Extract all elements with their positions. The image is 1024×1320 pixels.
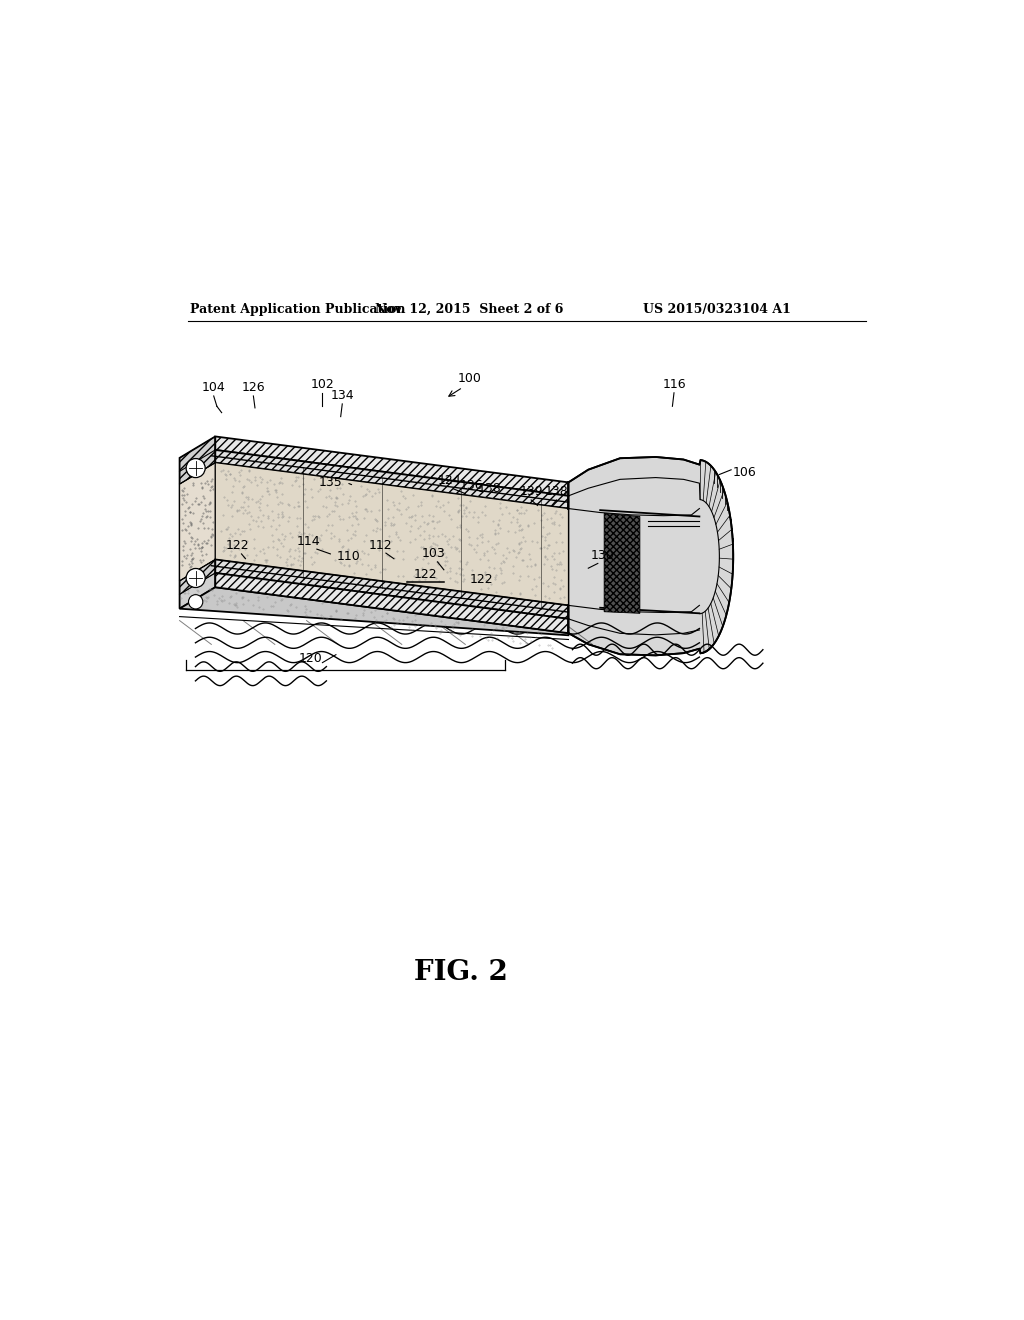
Text: 138: 138 (477, 482, 501, 495)
Polygon shape (179, 587, 568, 635)
Text: Nov. 12, 2015  Sheet 2 of 6: Nov. 12, 2015 Sheet 2 of 6 (375, 304, 563, 315)
Circle shape (186, 458, 205, 478)
Text: 120: 120 (299, 652, 323, 665)
Circle shape (186, 569, 205, 587)
Text: 124: 124 (437, 474, 461, 487)
Text: 103: 103 (422, 548, 445, 560)
Text: 130: 130 (591, 549, 614, 562)
Text: 135: 135 (318, 477, 342, 488)
Polygon shape (604, 513, 640, 614)
Polygon shape (215, 573, 568, 634)
Text: 134: 134 (331, 389, 354, 403)
Text: 126: 126 (242, 381, 265, 395)
Text: 122: 122 (414, 568, 437, 581)
Text: 138: 138 (545, 486, 568, 499)
Text: 116: 116 (663, 379, 686, 391)
Polygon shape (215, 560, 568, 619)
Circle shape (188, 595, 203, 609)
Text: US 2015/0323104 A1: US 2015/0323104 A1 (643, 304, 791, 315)
Text: 114: 114 (297, 535, 321, 548)
Polygon shape (215, 462, 568, 606)
Polygon shape (215, 450, 568, 508)
Text: Patent Application Publication: Patent Application Publication (189, 304, 406, 315)
Text: 139: 139 (519, 484, 543, 498)
Text: 102: 102 (310, 379, 334, 391)
Text: 100: 100 (458, 372, 481, 385)
Polygon shape (179, 437, 215, 609)
Text: 104: 104 (202, 381, 225, 395)
Text: 112: 112 (369, 539, 392, 552)
Text: 122: 122 (470, 573, 494, 586)
Polygon shape (179, 462, 215, 581)
Text: FIG. 2: FIG. 2 (415, 958, 508, 986)
Polygon shape (568, 457, 733, 655)
Text: 122: 122 (225, 540, 249, 552)
Polygon shape (215, 437, 568, 496)
Text: 106: 106 (733, 466, 757, 479)
Text: 110: 110 (337, 550, 360, 564)
Text: 136: 136 (460, 479, 483, 492)
